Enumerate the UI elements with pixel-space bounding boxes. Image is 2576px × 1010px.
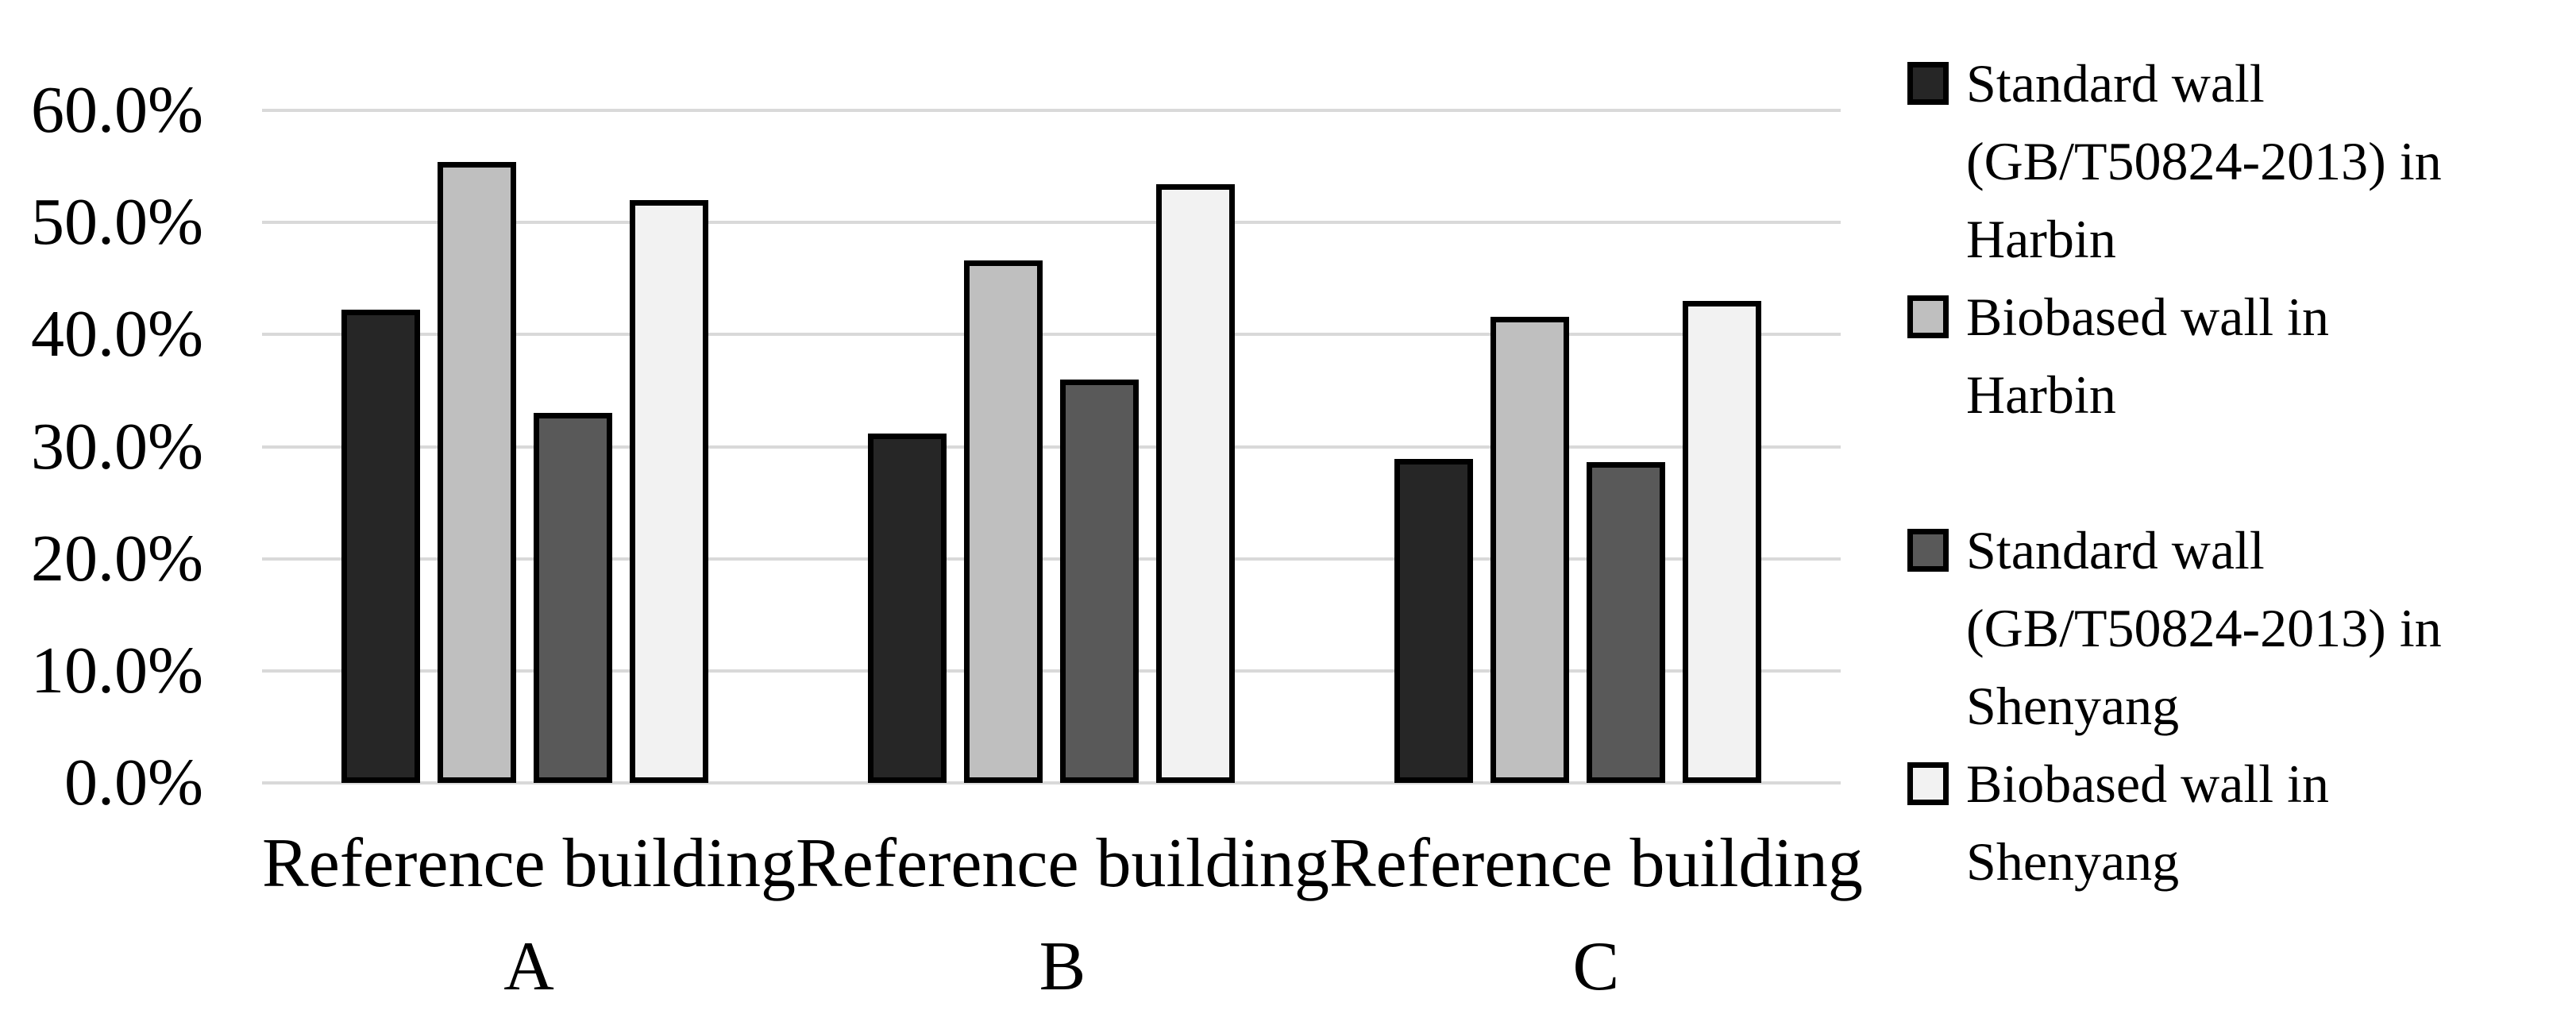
- legend-item: Biobased wall in Shenyang: [1907, 745, 2576, 900]
- x-axis-label-line2: B: [1039, 928, 1086, 1005]
- bar-series2-category3: [1490, 316, 1569, 783]
- legend-swatch-icon: [1907, 762, 1949, 805]
- legend-item-label: Biobased wall in Shenyang: [1966, 745, 2329, 900]
- legend-item-label-line: Biobased wall in: [1966, 754, 2330, 814]
- y-axis-tick-label: 30.0%: [31, 409, 203, 484]
- bar-series4-category1: [630, 199, 709, 783]
- y-axis-tick-label: 60.0%: [31, 73, 203, 147]
- gridline: [262, 333, 1841, 337]
- bar-series3-category3: [1586, 462, 1665, 783]
- legend-item: Biobased wall in Harbin: [1907, 278, 2576, 434]
- bar-series1-category2: [867, 433, 947, 783]
- bar-groups: [262, 110, 1841, 783]
- x-axis-label-line1: Reference building: [1328, 825, 1863, 902]
- legend-item-label-line: Shenyang: [1966, 676, 2180, 736]
- bar-series4-category3: [1682, 300, 1761, 783]
- legend: Standard wall (GB/T50824-2013) in Harbin Bi…: [1907, 44, 2576, 900]
- legend-item-label-line: Standard wall: [1966, 520, 2265, 580]
- gridline: [262, 221, 1841, 225]
- x-axis-label-line2: C: [1572, 928, 1620, 1005]
- x-axis-label-line2: A: [503, 928, 554, 1005]
- legend-item: Standard wall (GB/T50824-2013) in Harbin: [1907, 44, 2576, 278]
- legend-item-label: Standard wall (GB/T50824-2013) in Harbin: [1966, 44, 2442, 278]
- plot-area: [262, 109, 1841, 784]
- y-axis-tick-label: 0.0%: [64, 746, 203, 819]
- gridline: [262, 781, 1841, 784]
- legend-swatch-icon: [1907, 295, 1949, 338]
- legend-item-label-line: Shenyang: [1966, 831, 2180, 892]
- bar-series3-category1: [534, 413, 613, 783]
- gridline: [262, 669, 1841, 673]
- x-axis-label: Reference building C: [1329, 826, 1863, 1005]
- bar-group: [262, 110, 789, 783]
- legend-item-label: Biobased wall in Harbin: [1966, 278, 2329, 434]
- x-axis-label-line1: Reference building: [262, 825, 796, 902]
- legend-item-label: Standard wall (GB/T50824-2013) in Shenyang: [1966, 511, 2442, 745]
- x-axis-label: Reference building A: [262, 826, 796, 1005]
- x-axis-labels: Reference building A Reference building B Re…: [262, 826, 1863, 1005]
- x-axis-label-line1: Reference building: [795, 825, 1329, 902]
- bar-series3-category2: [1059, 379, 1139, 783]
- bar-series2-category2: [963, 260, 1043, 783]
- legend-item: Standard wall (GB/T50824-2013) in Shenyang: [1907, 511, 2576, 745]
- bar-series2-category1: [438, 161, 517, 783]
- y-axis-tick-label: 10.0%: [31, 633, 203, 707]
- legend-item-label-line: Standard wall: [1966, 53, 2265, 114]
- x-axis-label: Reference building B: [796, 826, 1329, 1005]
- legend-item-label-line: Harbin: [1966, 364, 2116, 425]
- legend-item-label-line: Harbin: [1966, 209, 2116, 269]
- bar-series1-category3: [1394, 459, 1473, 783]
- legend-item-label-line: (GB/T50824-2013) in: [1966, 131, 2442, 191]
- bar-group: [789, 110, 1315, 783]
- legend-swatch-icon: [1907, 529, 1949, 572]
- bar-series4-category2: [1155, 184, 1235, 783]
- y-axis-tick-label: 50.0%: [31, 185, 203, 260]
- y-axis-tick-label: 20.0%: [31, 521, 203, 596]
- gridline: [262, 557, 1841, 561]
- gridline: [262, 445, 1841, 449]
- legend-item-label-line: Biobased wall in: [1966, 287, 2330, 347]
- y-axis-tick-label: 40.0%: [31, 297, 203, 372]
- gridline: [262, 109, 1841, 112]
- bar-group: [1314, 110, 1841, 783]
- legend-item-label-line: (GB/T50824-2013) in: [1966, 598, 2442, 658]
- bar-series1-category1: [341, 310, 421, 783]
- y-axis-tick-labels: 0.0% 10.0% 20.0% 30.0% 40.0% 50.0% 60.0%: [0, 0, 203, 1010]
- legend-swatch-icon: [1907, 62, 1949, 105]
